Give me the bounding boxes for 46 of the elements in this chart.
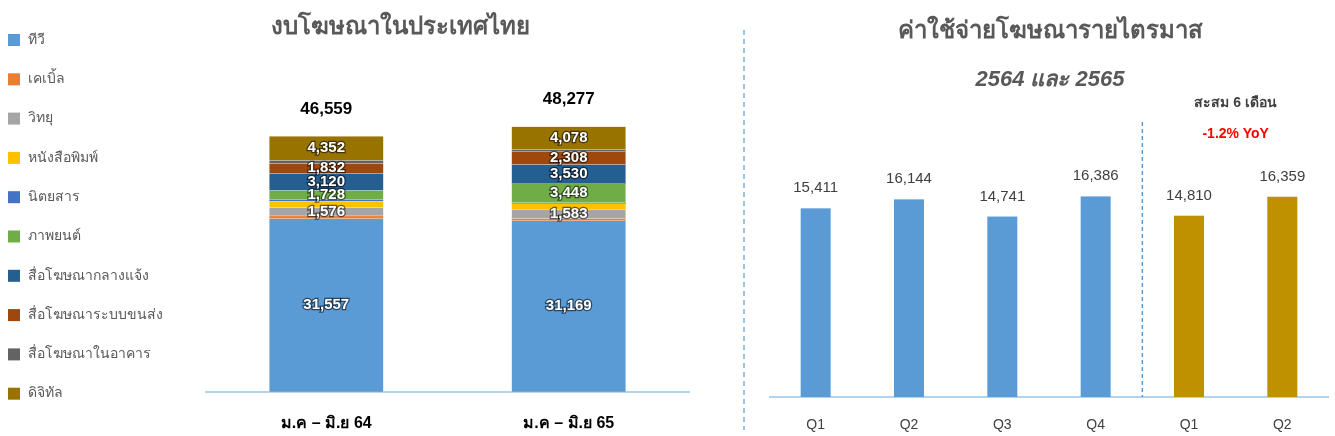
legend-label: ทีวี [28, 30, 45, 47]
data-label: 3,448 [549, 183, 588, 201]
x-tick-label: ม.ค – มิ.ย 65 [523, 414, 615, 432]
legend-label: วิทยุ [28, 109, 53, 127]
bar [894, 199, 924, 397]
legend-label: นิตยสาร [28, 187, 80, 204]
bar [800, 208, 831, 397]
bar [1174, 215, 1204, 397]
bar [1080, 196, 1111, 397]
text: สะสม 6 เดือน [1194, 93, 1277, 110]
data-label: 31,169 [545, 296, 592, 314]
legend-label: สื่อโฆษณากลางแจ้ง [28, 265, 149, 283]
total-label: 48,277 [542, 89, 595, 109]
data-label: 14,741 [979, 186, 1026, 204]
x-tick-label: ม.ค – มิ.ย 64 [280, 414, 372, 432]
data-label: 4,078 [549, 127, 588, 145]
legend-label: สื่อโฆษณาในอาคาร [28, 344, 151, 362]
legend-label: สื่อโฆษณาระบบขนส่ง [28, 304, 163, 322]
data-label: 31,557 [303, 295, 350, 313]
chart-title: ค่าใช้จ่ายโฆษณารายไตรมาส [897, 15, 1203, 44]
chart-subtitle: 2564 และ 2565 [974, 65, 1126, 91]
chart-title: งบโฆษณาในประเทศไทย [270, 11, 530, 40]
bar [987, 216, 1018, 397]
legend-label: ภาพยนต์ [28, 227, 81, 244]
data-label: 16,144 [886, 169, 932, 187]
data-label: 2,308 [549, 148, 588, 166]
x-tick-label: Q4 [1086, 415, 1106, 432]
legend-label: ดิจิทัล [28, 384, 63, 401]
x-tick-label: Q1 [806, 415, 826, 432]
data-label: 14,810 [1166, 185, 1212, 203]
data-label: 4,352 [307, 138, 346, 156]
legend-label: เคเบิ้ล [28, 68, 65, 86]
total-label: 46,559 [300, 98, 353, 118]
bar [269, 218, 384, 393]
x-tick-label: Q2 [1272, 415, 1292, 432]
data-label: 16,386 [1072, 166, 1119, 184]
data-label: 3,530 [549, 164, 588, 182]
data-label: 15,411 [793, 178, 839, 196]
legend-label: หนังสือพิมพ์ [28, 148, 98, 165]
x-tick-label: Q2 [899, 415, 919, 432]
bar [1267, 196, 1298, 397]
x-tick-label: Q3 [992, 415, 1012, 432]
text: -1.2% YoY [1202, 124, 1270, 141]
x-tick-label: Q1 [1179, 415, 1199, 432]
data-label: 16,359 [1259, 166, 1306, 184]
bar [511, 220, 626, 393]
